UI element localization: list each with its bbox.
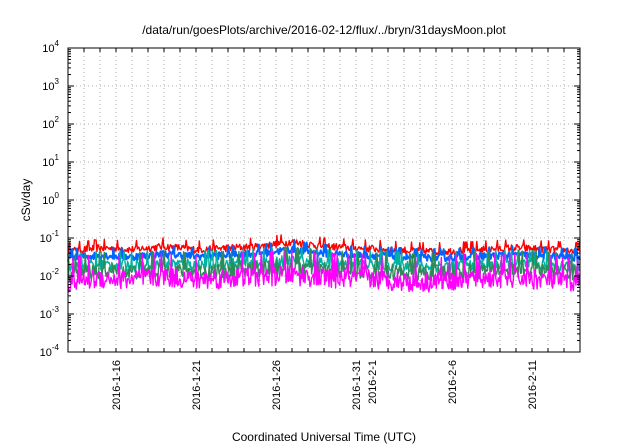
y-tick-label: 104 <box>42 39 59 55</box>
y-axis-label: cSv/day <box>19 179 33 222</box>
y-tick-label: 10-1 <box>40 229 60 245</box>
grid <box>68 48 580 352</box>
y-tick-label: 102 <box>42 115 59 131</box>
chart-title: /data/run/goesPlots/archive/2016-02-12/f… <box>142 23 506 37</box>
y-tick-label: 100 <box>42 191 59 207</box>
y-tick-label: 101 <box>42 153 59 169</box>
x-tick-label: 2016-1-21 <box>191 360 203 410</box>
x-tick-label: 2016-2-11 <box>527 360 539 409</box>
x-tick-label: 2016-1-26 <box>271 360 283 410</box>
series-line-1 <box>67 234 581 256</box>
x-axis: 2016-1-16 2016-1-21 2016-1-26 2016-1-31 2016… <box>83 48 565 410</box>
x-tick-label: 2016-2-6 <box>447 360 459 404</box>
y-tick-label: 10-4 <box>40 343 60 359</box>
x-tick-label: 2016-2-1 <box>367 360 379 404</box>
x-tick-label: 2016-1-16 <box>111 360 123 410</box>
series-line-5 <box>67 249 581 293</box>
y-tick-label: 103 <box>42 77 59 93</box>
x-tick-label: 2016-1-31 <box>351 360 363 410</box>
x-axis-label: Coordinated Universal Time (UTC) <box>232 430 416 444</box>
y-axis: 10-4 10-3 10-2 10-1 100 101 102 103 104 <box>40 39 580 359</box>
y-tick-label: 10-2 <box>40 267 60 283</box>
y-tick-label: 10-3 <box>40 305 60 321</box>
series-layer <box>67 234 581 293</box>
